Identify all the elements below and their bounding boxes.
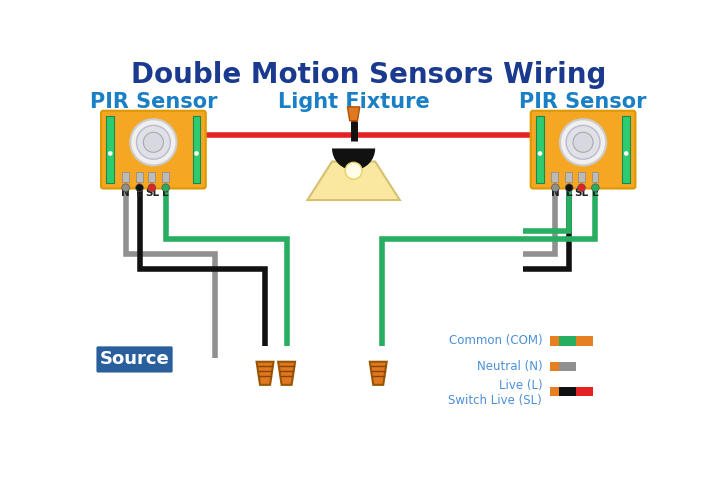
Circle shape bbox=[624, 151, 629, 156]
Text: PIR Sensor: PIR Sensor bbox=[90, 92, 217, 112]
Bar bbox=[592, 172, 598, 182]
Circle shape bbox=[552, 184, 559, 192]
Text: N: N bbox=[551, 188, 559, 198]
Text: Source: Source bbox=[99, 350, 169, 369]
Polygon shape bbox=[348, 107, 360, 121]
FancyBboxPatch shape bbox=[531, 111, 636, 189]
Circle shape bbox=[592, 184, 599, 192]
Bar bbox=[135, 172, 143, 182]
Text: Live (L)
Switch Live (SL): Live (L) Switch Live (SL) bbox=[449, 379, 542, 408]
Circle shape bbox=[162, 184, 170, 192]
Bar bbox=[550, 336, 559, 346]
Circle shape bbox=[345, 162, 362, 179]
Circle shape bbox=[143, 132, 163, 152]
Circle shape bbox=[130, 119, 176, 166]
Circle shape bbox=[577, 184, 585, 192]
Circle shape bbox=[194, 151, 199, 156]
Circle shape bbox=[122, 184, 130, 192]
FancyBboxPatch shape bbox=[96, 347, 173, 372]
Bar bbox=[536, 116, 544, 183]
Bar bbox=[122, 172, 129, 182]
Text: Double Motion Sensors Wiring: Double Motion Sensors Wiring bbox=[131, 60, 607, 88]
Bar bbox=[622, 116, 630, 183]
Bar bbox=[550, 387, 559, 396]
Bar bbox=[193, 116, 200, 183]
Wedge shape bbox=[332, 148, 375, 170]
Text: E: E bbox=[162, 188, 169, 198]
Circle shape bbox=[108, 151, 112, 156]
Text: SL: SL bbox=[575, 188, 588, 198]
Circle shape bbox=[148, 184, 156, 192]
FancyBboxPatch shape bbox=[101, 111, 206, 189]
Bar bbox=[550, 362, 559, 371]
Polygon shape bbox=[278, 362, 295, 385]
Bar bbox=[552, 172, 559, 182]
Bar bbox=[162, 172, 168, 182]
Text: Light Fixture: Light Fixture bbox=[278, 92, 429, 112]
Bar bbox=[577, 172, 585, 182]
Circle shape bbox=[538, 151, 542, 156]
Polygon shape bbox=[307, 162, 400, 200]
Bar bbox=[576, 387, 593, 396]
Text: L: L bbox=[136, 188, 143, 198]
Text: L: L bbox=[566, 188, 572, 198]
Text: Common (COM): Common (COM) bbox=[449, 335, 542, 348]
Bar bbox=[107, 116, 114, 183]
Bar bbox=[559, 336, 576, 346]
Circle shape bbox=[135, 184, 143, 192]
Circle shape bbox=[566, 125, 600, 159]
Circle shape bbox=[560, 119, 606, 166]
Circle shape bbox=[137, 125, 171, 159]
Text: PIR Sensor: PIR Sensor bbox=[519, 92, 647, 112]
Bar bbox=[559, 387, 576, 396]
Circle shape bbox=[565, 184, 573, 192]
Text: Neutral (N): Neutral (N) bbox=[477, 360, 542, 373]
Text: SL: SL bbox=[145, 188, 159, 198]
Polygon shape bbox=[370, 362, 387, 385]
Polygon shape bbox=[256, 362, 274, 385]
Circle shape bbox=[573, 132, 593, 152]
Bar bbox=[148, 172, 155, 182]
Text: N: N bbox=[121, 188, 130, 198]
Bar bbox=[565, 172, 572, 182]
Bar bbox=[559, 362, 576, 371]
Text: E: E bbox=[592, 188, 599, 198]
Bar bbox=[576, 336, 593, 346]
